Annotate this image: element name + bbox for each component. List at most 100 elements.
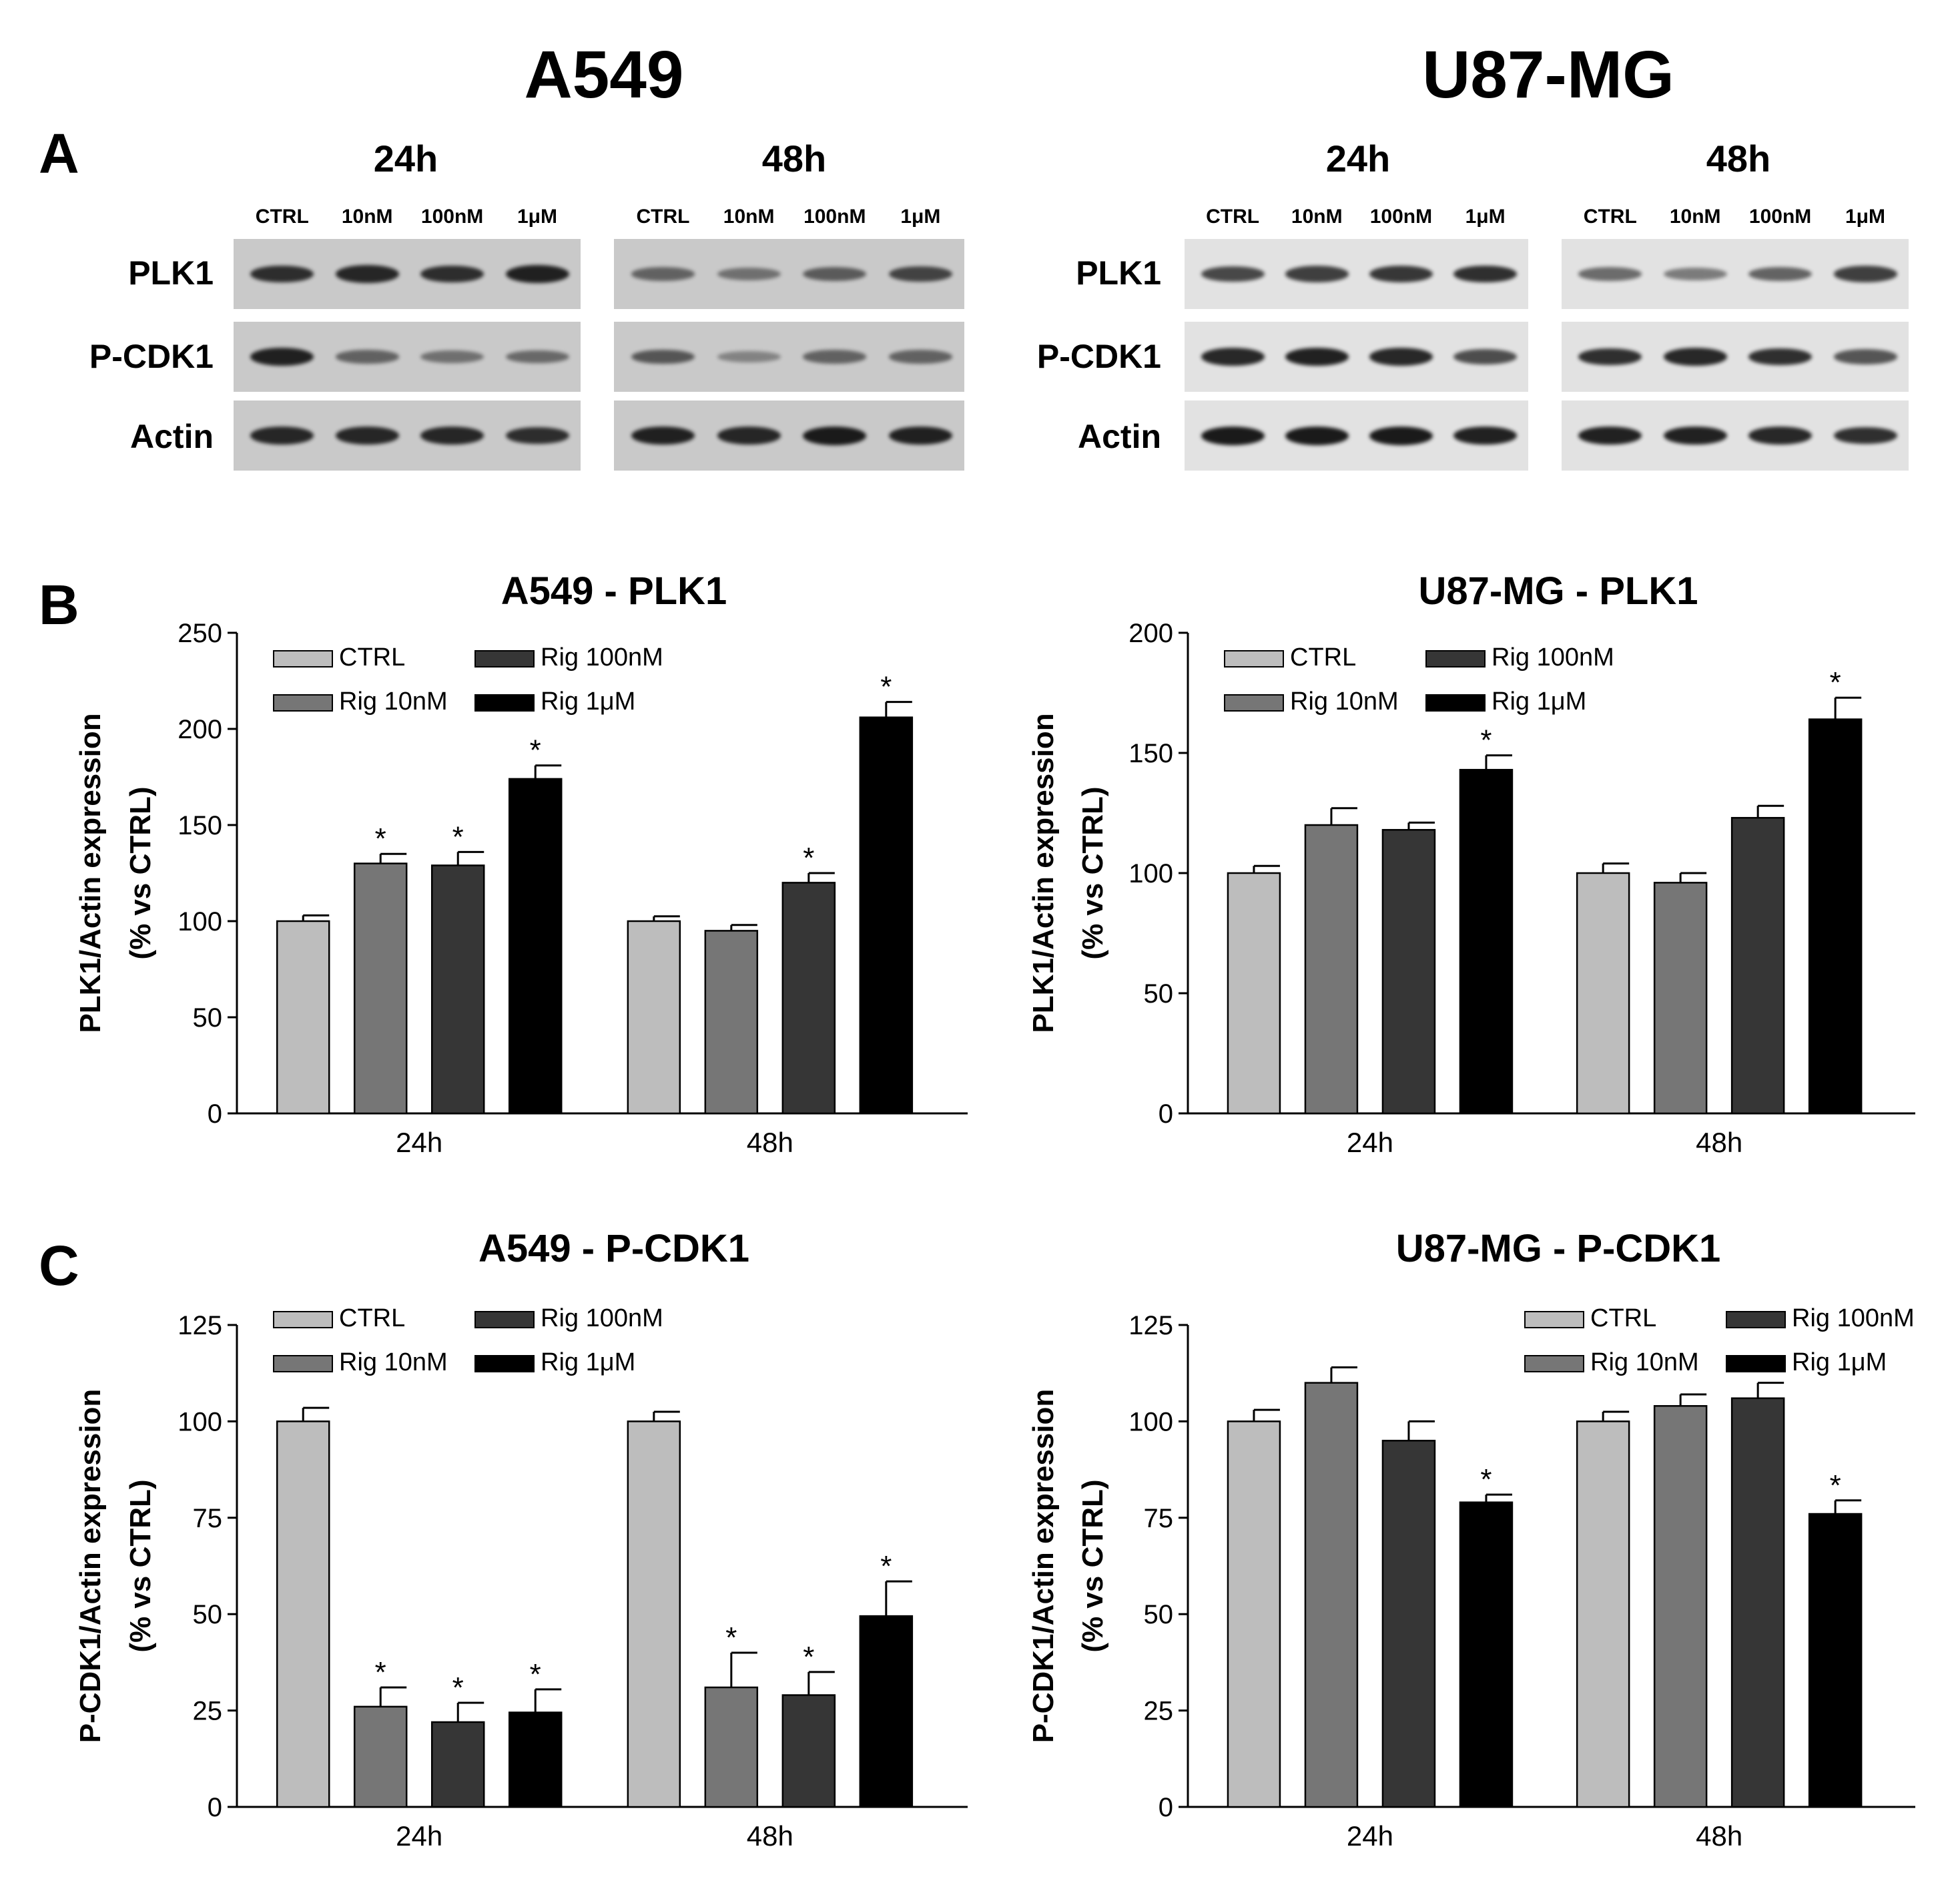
- protein-band: [1663, 268, 1727, 280]
- blot-row-label-actin: Actin: [130, 418, 214, 455]
- bar: [353, 1705, 408, 1808]
- bar: [430, 864, 485, 1115]
- significance-star: *: [375, 1656, 386, 1689]
- blot-strip: [614, 400, 964, 471]
- bar: [508, 1711, 563, 1808]
- protein-band: [505, 264, 569, 284]
- protein-band: [1578, 426, 1642, 445]
- significance-star: *: [803, 842, 814, 874]
- lane-label: 10nM: [1291, 206, 1343, 228]
- blot-strip: [1562, 239, 1909, 309]
- protein-band: [888, 266, 952, 282]
- lane-label: 1μM: [517, 206, 558, 228]
- y-tick-label: 75: [193, 1504, 223, 1533]
- blot-time-label: 24h: [373, 138, 438, 180]
- protein-band: [1833, 266, 1897, 282]
- bar: [704, 930, 759, 1115]
- protein-band: [1748, 348, 1813, 366]
- lane-label: 10nM: [723, 206, 775, 228]
- protein-band: [1663, 426, 1727, 445]
- bar: [1653, 1405, 1708, 1808]
- legend-label: Rig 100nM: [541, 643, 663, 672]
- y-axis-label: (% vs CTRL): [124, 1479, 157, 1652]
- blot-strip: [614, 322, 964, 392]
- bar: [1730, 816, 1785, 1115]
- legend-swatch: [1524, 1311, 1584, 1328]
- bar: [1459, 768, 1514, 1115]
- bar: [430, 1721, 485, 1808]
- legend-label: Rig 100nM: [1492, 643, 1614, 672]
- protein-band: [1201, 266, 1265, 282]
- protein-band: [250, 265, 314, 283]
- bar: [781, 882, 836, 1115]
- bar: [1808, 1513, 1863, 1808]
- protein-band: [1453, 265, 1518, 283]
- significance-star: *: [530, 734, 541, 767]
- y-tick-label: 0: [1159, 1099, 1173, 1129]
- protein-band: [631, 349, 695, 364]
- x-category-label: 24h: [1347, 1127, 1393, 1158]
- bar: [276, 920, 330, 1115]
- blot-strip: [234, 239, 581, 309]
- legend-swatch: [1425, 650, 1486, 667]
- protein-band: [1369, 426, 1433, 445]
- y-tick-label: 0: [1159, 1793, 1173, 1822]
- protein-band: [1369, 348, 1433, 366]
- protein-band: [631, 267, 695, 281]
- protein-band: [1201, 426, 1265, 445]
- lane-label: 10nM: [1669, 206, 1721, 228]
- bar: [508, 778, 563, 1115]
- y-tick-label: 50: [1144, 979, 1174, 1009]
- protein-band: [505, 427, 569, 445]
- protein-band: [420, 265, 484, 283]
- significance-star: *: [1480, 724, 1492, 757]
- blot-strip: [1185, 322, 1528, 392]
- protein-band: [717, 268, 781, 280]
- protein-band: [1833, 427, 1897, 445]
- protein-band: [250, 347, 314, 366]
- y-tick-label: 150: [178, 811, 222, 840]
- legend-label: Rig 10nM: [1290, 688, 1399, 716]
- legend-label: Rig 100nM: [541, 1304, 663, 1332]
- blot-strip: [1185, 239, 1528, 309]
- blot-strip: [1562, 322, 1909, 392]
- bar: [859, 1615, 914, 1808]
- bar: [276, 1420, 330, 1808]
- significance-star: *: [452, 820, 464, 853]
- blot-row-label-pcdk1: P-CDK1: [89, 338, 214, 375]
- y-tick-label: 0: [208, 1099, 222, 1129]
- significance-star: *: [803, 1641, 814, 1673]
- x-category-label: 24h: [396, 1820, 442, 1852]
- bar: [704, 1686, 759, 1808]
- y-axis-label: PLK1/Actin expression: [1027, 713, 1060, 1033]
- bar: [859, 716, 914, 1115]
- protein-band: [1285, 266, 1349, 282]
- protein-band: [1663, 348, 1727, 366]
- bar: [1227, 872, 1281, 1115]
- chart-3: U87-MG - P-CDK1 P-CDK1/Actin expression (%…: [1027, 1227, 1915, 1852]
- y-axis-label: (% vs CTRL): [124, 786, 157, 959]
- significance-star: *: [375, 822, 386, 855]
- x-category-label: 48h: [747, 1127, 793, 1158]
- protein-band: [888, 350, 952, 364]
- legend-label: Rig 1μM: [1792, 1348, 1887, 1376]
- protein-band: [1201, 348, 1265, 366]
- blot-time-label: 48h: [761, 138, 827, 180]
- legend-label: CTRL: [339, 1304, 405, 1332]
- legend-swatch: [273, 1355, 333, 1372]
- protein-band: [335, 265, 399, 283]
- y-axis-label: (% vs CTRL): [1076, 786, 1109, 959]
- blot-strip: [234, 400, 581, 471]
- legend-swatch: [1224, 650, 1284, 667]
- significance-star: *: [880, 671, 892, 704]
- protein-band: [420, 350, 484, 363]
- legend-label: Rig 1μM: [541, 688, 635, 716]
- x-category-label: 48h: [747, 1820, 793, 1852]
- legend-swatch: [1524, 1355, 1584, 1372]
- protein-band: [803, 426, 867, 445]
- lane-label: 100nM: [1369, 206, 1433, 228]
- y-tick-label: 125: [1128, 1311, 1173, 1340]
- protein-band: [420, 427, 484, 445]
- y-tick-label: 50: [1144, 1600, 1174, 1629]
